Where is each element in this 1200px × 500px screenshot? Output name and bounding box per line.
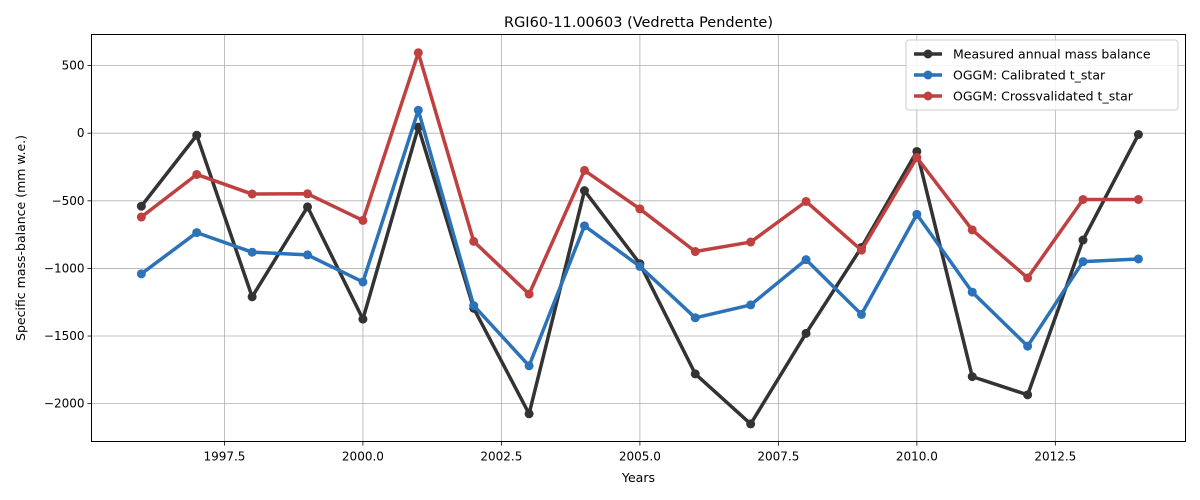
legend-label: OGGM: Calibrated t_star bbox=[953, 68, 1106, 83]
series-3-point bbox=[1133, 194, 1143, 204]
series-2-point bbox=[413, 105, 423, 115]
series-3-point bbox=[1078, 194, 1088, 204]
y-tick-label: 0 bbox=[77, 126, 85, 140]
series-3-point bbox=[746, 237, 756, 247]
series-3-point bbox=[413, 48, 423, 58]
series-3-point bbox=[136, 212, 146, 222]
series-2-point bbox=[967, 287, 977, 297]
series-3-point bbox=[524, 289, 534, 299]
series-3-point bbox=[303, 189, 313, 199]
series-1-point bbox=[967, 372, 977, 382]
series-3-point bbox=[690, 247, 700, 257]
series-2-point bbox=[912, 209, 922, 219]
series-1-point bbox=[136, 201, 146, 211]
series-1-point bbox=[1133, 130, 1143, 140]
series-3-point bbox=[247, 189, 257, 199]
legend-box bbox=[905, 39, 1179, 111]
series-3-point bbox=[192, 169, 202, 179]
series-1-point bbox=[579, 186, 589, 196]
series-2-point bbox=[1023, 341, 1033, 351]
legend-marker bbox=[923, 49, 933, 59]
series-2 bbox=[136, 105, 1143, 371]
legend-label: OGGM: Crossvalidated t_star bbox=[953, 89, 1134, 104]
x-tick-label: 2012.5 bbox=[1034, 450, 1076, 464]
legend-marker bbox=[923, 70, 933, 80]
y-tick-label: −2000 bbox=[44, 397, 85, 411]
series-3-point bbox=[358, 215, 368, 225]
x-tick-label: 2005.0 bbox=[619, 450, 661, 464]
x-tick-label: 2000.0 bbox=[342, 450, 384, 464]
series-2-point bbox=[358, 277, 368, 287]
plot-frame bbox=[91, 34, 1186, 442]
series-layer bbox=[136, 48, 1143, 429]
series-2-point bbox=[136, 269, 146, 279]
series-2-point bbox=[192, 228, 202, 238]
x-tick-label: 2002.5 bbox=[480, 450, 522, 464]
series-1-point bbox=[746, 419, 756, 429]
series-3-point bbox=[967, 225, 977, 235]
series-2-point bbox=[469, 301, 479, 311]
series-2-point bbox=[1078, 257, 1088, 267]
y-tick-label: −500 bbox=[52, 194, 85, 208]
legend-label: Measured annual mass balance bbox=[953, 47, 1151, 62]
series-2-point bbox=[247, 247, 257, 257]
series-3-point bbox=[635, 204, 645, 214]
x-axis-label: Years bbox=[621, 470, 655, 485]
series-1-point bbox=[1023, 390, 1033, 400]
series-3-point bbox=[579, 165, 589, 175]
y-tick-label: −1500 bbox=[44, 329, 85, 343]
series-1-point bbox=[1078, 235, 1088, 245]
y-axis: 500 0 −500 −1000 −1500 −2000 bbox=[44, 59, 92, 411]
legend-marker bbox=[923, 91, 933, 101]
series-1-point bbox=[801, 328, 811, 338]
legend: Measured annual mass balance OGGM: Calibr… bbox=[905, 39, 1179, 111]
y-axis-label: Specific mass-balance (mm w.e.) bbox=[13, 135, 28, 341]
y-tick-label: −1000 bbox=[44, 261, 85, 275]
series-2-point bbox=[303, 250, 313, 260]
series-2-point bbox=[635, 261, 645, 271]
series-3-point bbox=[469, 236, 479, 246]
series-1-point bbox=[358, 314, 368, 324]
chart-title: RGI60-11.00603 (Vedretta Pendente) bbox=[504, 15, 773, 31]
series-1-point bbox=[303, 202, 313, 212]
series-1-point bbox=[192, 130, 202, 140]
y-tick-label: 500 bbox=[62, 59, 85, 73]
series-3-point bbox=[1023, 273, 1033, 283]
x-tick-label: 2007.5 bbox=[757, 450, 799, 464]
x-tick-label: 1997.5 bbox=[203, 450, 245, 464]
series-2-point bbox=[1133, 254, 1143, 264]
series-1-point bbox=[413, 122, 423, 132]
series-3-point bbox=[912, 153, 922, 163]
series-1-point bbox=[247, 292, 257, 302]
series-2-point bbox=[690, 313, 700, 323]
series-1-point bbox=[690, 369, 700, 379]
x-tick-label: 2010.0 bbox=[896, 450, 938, 464]
series-2-point bbox=[746, 300, 756, 310]
series-2-point bbox=[579, 221, 589, 231]
series-2-point bbox=[856, 309, 866, 319]
series-3-point bbox=[801, 196, 811, 206]
x-axis: 1997.5 2000.0 2002.5 2005.0 2007.5 2010.0 2012… bbox=[203, 441, 1076, 464]
series-2-point bbox=[524, 361, 534, 371]
series-3 bbox=[136, 48, 1143, 299]
series-3-point bbox=[856, 245, 866, 255]
series-2-point bbox=[801, 255, 811, 265]
series-1-point bbox=[524, 409, 534, 419]
